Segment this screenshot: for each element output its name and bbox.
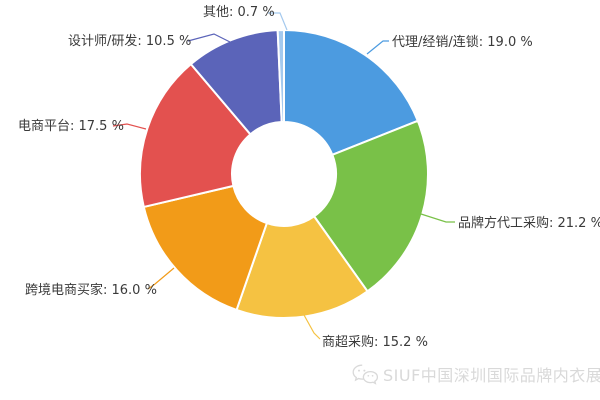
slice-label-5: 设计师/研发: 10.5 % (68, 34, 192, 49)
slice-label-1: 品牌方代工采购: 21.2 % (458, 216, 600, 231)
watermark: SIUF中国深圳国际品牌内衣展 (352, 362, 600, 386)
pie-slice-6 (276, 29, 285, 124)
slice-label-2: 商超采购: 15.2 % (322, 335, 428, 350)
slice-label-0: 代理/经销/连锁: 19.0 % (392, 35, 533, 50)
slice-label-3: 跨境电商买家: 16.0 % (25, 283, 157, 298)
pie-slice-2 (235, 215, 369, 319)
leader-line-5 (187, 33, 237, 46)
pie-slice-3 (142, 184, 268, 311)
leader-line-3 (147, 267, 175, 290)
slice-label-6: 其他: 0.7 % (203, 5, 275, 20)
wechat-icon (352, 364, 378, 385)
pie-slice-1 (313, 119, 429, 293)
pie-slice-4 (139, 63, 252, 208)
leader-line-6 (268, 12, 288, 31)
slice-label-4: 电商平台: 17.5 % (18, 119, 124, 134)
leader-line-1 (420, 213, 455, 223)
pie-slice-0 (283, 29, 419, 156)
leader-line-4 (112, 123, 147, 130)
leader-line-2 (303, 314, 321, 340)
leader-line-0 (366, 40, 389, 55)
watermark-text: SIUF中国深圳国际品牌内衣展 (383, 366, 600, 385)
